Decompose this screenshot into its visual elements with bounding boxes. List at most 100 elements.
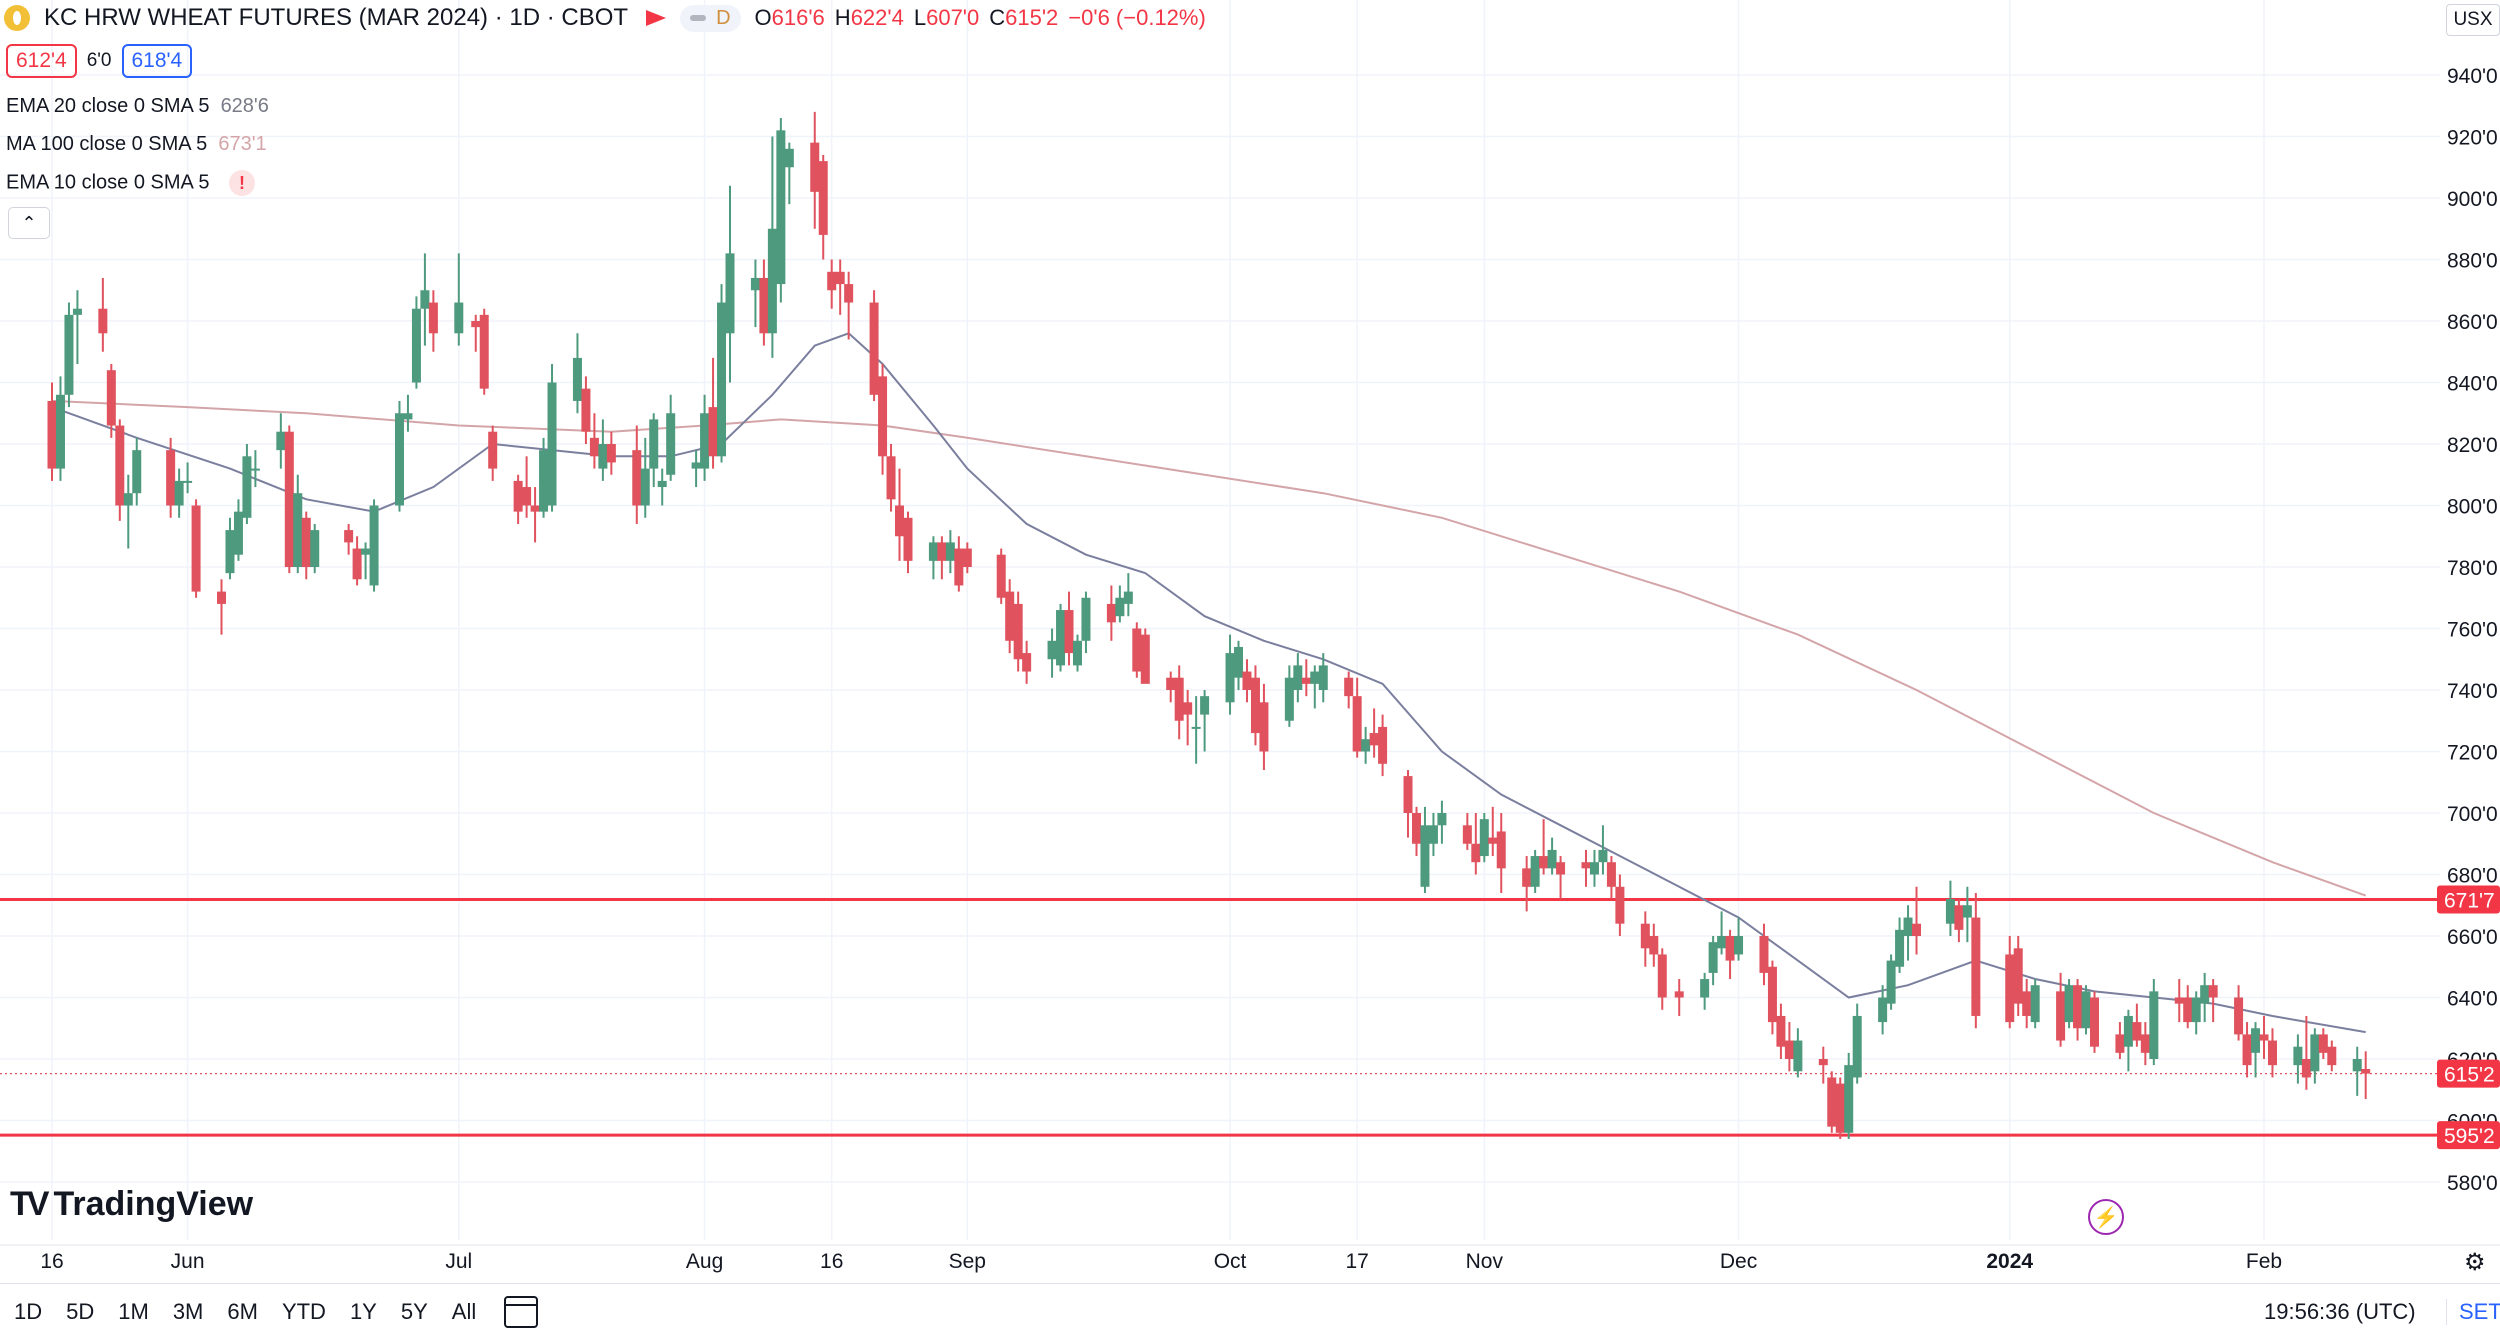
candle-body <box>2123 1015 2133 1047</box>
candle-body <box>174 480 184 506</box>
candle-body <box>1835 1083 1845 1133</box>
price-tick-label: 900'0 <box>2447 188 2498 211</box>
price-tick-label: 680'0 <box>2447 865 2498 888</box>
lightning-icon[interactable]: ⚡ <box>2088 1199 2124 1235</box>
settings-link[interactable]: SET <box>2446 1299 2500 1325</box>
symbol-title[interactable]: KC HRW WHEAT FUTURES (MAR 2024) · 1D · C… <box>44 4 629 31</box>
candle-body <box>2242 1034 2252 1066</box>
candle-body <box>1725 936 1735 961</box>
clock-time[interactable]: 19:56:36 (UTC) <box>2264 1299 2416 1324</box>
indicator-ema20[interactable]: EMA 20 close 0 SMA 5 628'6 <box>6 95 269 118</box>
candle-body <box>2200 985 2210 1004</box>
candle-body <box>2259 1034 2269 1041</box>
candle-body <box>2267 1040 2277 1066</box>
indicator-ma100[interactable]: MA 100 close 0 SMA 5 673'1 <box>6 133 267 156</box>
candle-body <box>954 548 964 586</box>
warning-icon[interactable]: ! <box>229 170 255 196</box>
time-tick-label: 17 <box>1345 1250 1368 1273</box>
candle-body <box>1488 837 1498 844</box>
candle-body <box>2140 1034 2150 1053</box>
range-ytd[interactable]: YTD <box>281 1299 326 1324</box>
candle-body <box>1479 819 1489 857</box>
candle-body <box>2251 1028 2261 1053</box>
price-tick-label: 800'0 <box>2447 496 2498 519</box>
currency-selector[interactable]: USX <box>2446 4 2500 36</box>
candle-body <box>657 480 667 488</box>
candle-body <box>895 505 905 537</box>
candle-body <box>293 493 303 567</box>
candle-body <box>1081 597 1091 641</box>
candle-body <box>2301 1059 2311 1078</box>
low-value: 607'0 <box>926 5 980 30</box>
price-tick-label: 700'0 <box>2447 803 2498 826</box>
market-closed-icon <box>690 15 707 21</box>
candle-body <box>1818 1059 1828 1066</box>
candle-body <box>1318 665 1328 690</box>
candle-body <box>2132 1022 2142 1041</box>
tradingview-logo[interactable]: TV TradingView <box>10 1185 253 1224</box>
candle-body <box>1471 843 1481 863</box>
range-1m[interactable]: 1M <box>118 1299 149 1324</box>
wheat-symbol-icon <box>4 5 30 31</box>
candle-body <box>2293 1046 2303 1066</box>
candle-body <box>1598 849 1608 863</box>
indicator-ema10[interactable]: EMA 10 close 0 SMA 5 ! <box>6 170 255 196</box>
range-1d[interactable]: 1D <box>14 1299 43 1324</box>
candle-body <box>55 394 65 469</box>
calendar-icon[interactable] <box>504 1296 539 1328</box>
candle-body <box>572 357 582 401</box>
candle-body <box>1115 597 1125 617</box>
candle-body <box>2056 991 2066 1041</box>
range-5d[interactable]: 5D <box>66 1299 95 1324</box>
flag-icon[interactable] <box>646 10 667 26</box>
time-tick-label: 2024 <box>1986 1250 2033 1273</box>
candle-body <box>827 271 837 291</box>
price-badge-label: 595'2 <box>2444 1125 2495 1148</box>
gear-icon[interactable]: ⚙ <box>2464 1249 2486 1276</box>
buy-button[interactable]: 618'4 <box>121 44 193 78</box>
candle-body <box>454 302 464 334</box>
candle-body <box>1895 929 1905 967</box>
candle-body <box>2064 985 2074 1023</box>
candle-body <box>420 290 430 309</box>
time-tick-label: Aug <box>686 1250 723 1273</box>
candle-body <box>217 591 227 604</box>
market-status-pill[interactable]: D <box>680 4 741 32</box>
candle-body <box>191 505 201 592</box>
indicator-value: 673'1 <box>218 133 267 155</box>
price-badge-label: 671'7 <box>2444 889 2495 912</box>
indicator-label: EMA 20 close 0 SMA 5 <box>6 95 210 117</box>
candle-body <box>700 413 710 469</box>
candle-body <box>632 450 642 506</box>
candle-body <box>1734 936 1744 955</box>
candle-body <box>284 431 294 567</box>
candle-body <box>1352 696 1362 752</box>
sell-button[interactable]: 612'4 <box>6 44 77 78</box>
candle-body <box>1827 1077 1837 1127</box>
chart-header: KC HRW WHEAT FUTURES (MAR 2024) · 1D · C… <box>0 0 2440 36</box>
candle-body <box>225 530 235 574</box>
candle-body <box>2361 1068 2371 1074</box>
time-tick-label: Feb <box>2246 1250 2282 1273</box>
range-all[interactable]: All <box>451 1299 477 1324</box>
range-1y[interactable]: 1Y <box>349 1299 377 1324</box>
candle-body <box>1420 825 1430 887</box>
time-tick-label: 16 <box>40 1250 63 1273</box>
candle-body <box>1547 849 1557 869</box>
collapse-legend-button[interactable]: ⌃ <box>8 207 50 239</box>
range-6m[interactable]: 6M <box>227 1299 258 1324</box>
low-label: L <box>913 5 927 30</box>
candle-body <box>1606 862 1616 887</box>
range-5y[interactable]: 5Y <box>400 1299 428 1324</box>
candle-body <box>1954 905 1964 930</box>
candle-body <box>1556 862 1566 875</box>
candle-body <box>1589 862 1599 875</box>
candle-body <box>776 130 786 285</box>
candle-body <box>1496 831 1506 869</box>
candle-body <box>539 450 549 512</box>
candle-body <box>886 456 896 500</box>
candle-body <box>649 419 659 469</box>
range-3m[interactable]: 3M <box>172 1299 204 1324</box>
candle-body <box>1581 862 1591 869</box>
